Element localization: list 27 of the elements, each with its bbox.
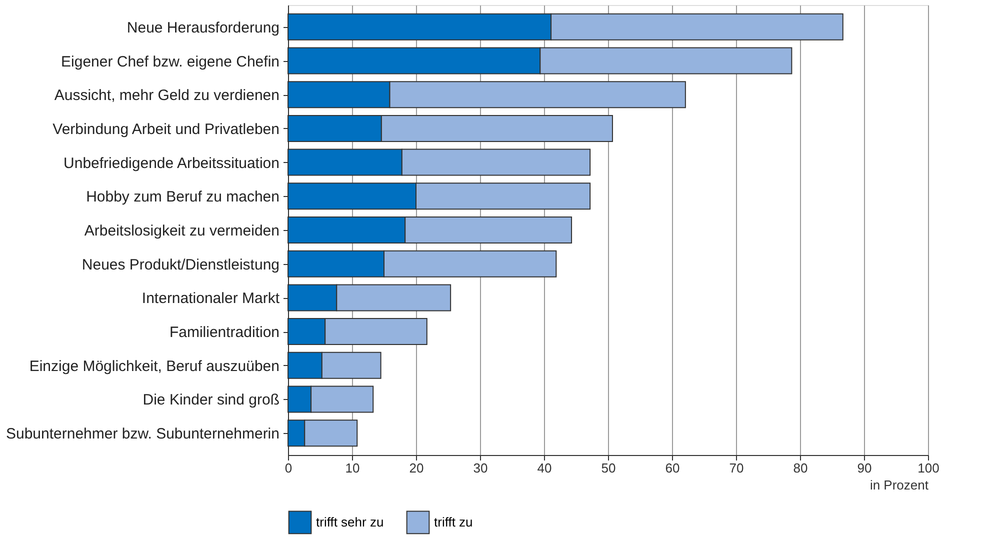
x-tick-label: 50 — [601, 460, 616, 476]
y-tick-label: Verbindung Arbeit und Privatleben — [52, 120, 280, 138]
y-tick-label: Neues Produkt/Dienstleistung — [82, 256, 280, 274]
x-tick-label: 10 — [345, 460, 360, 476]
x-tick-label: 80 — [793, 460, 808, 476]
y-tick-label: Arbeitslosigkeit zu vermeiden — [84, 222, 280, 240]
y-tick-label: Familientradition — [169, 324, 280, 342]
y-tick-label: Neue Herausforderung — [126, 19, 280, 36]
x-tick-label: 90 — [857, 460, 872, 476]
y-tick-label: Subunternehmer bzw. Subunternehmerin — [6, 426, 280, 443]
x-tick-label: 30 — [473, 460, 488, 476]
y-tick-label: Aussicht, mehr Geld zu verdienen — [54, 87, 280, 104]
y-tick-label: Die Kinder sind groß — [142, 392, 280, 409]
x-axis-title: in Prozent — [870, 478, 929, 492]
y-tick-label: Hobby zum Beruf zu machen — [86, 188, 280, 206]
y-tick-label: Eigener Chef bzw. eigene Chefin — [61, 53, 280, 70]
x-tick-label: 100 — [918, 460, 940, 476]
y-tick-label: Unbefriedigende Arbeitssituation — [64, 154, 280, 172]
x-tick-label: 60 — [665, 460, 680, 476]
x-tick-label: 70 — [729, 460, 744, 476]
legend-label: trifft zu — [434, 514, 473, 530]
x-tick-label: 20 — [409, 460, 424, 476]
y-tick-label: Einzige Möglichkeit, Beruf auszuüben — [29, 358, 280, 375]
y-tick-label: Internationaler Markt — [142, 290, 280, 308]
x-tick-label: 0 — [284, 460, 292, 476]
x-tick-label: 40 — [537, 460, 552, 476]
legend-label: trifft sehr zu — [316, 514, 384, 530]
